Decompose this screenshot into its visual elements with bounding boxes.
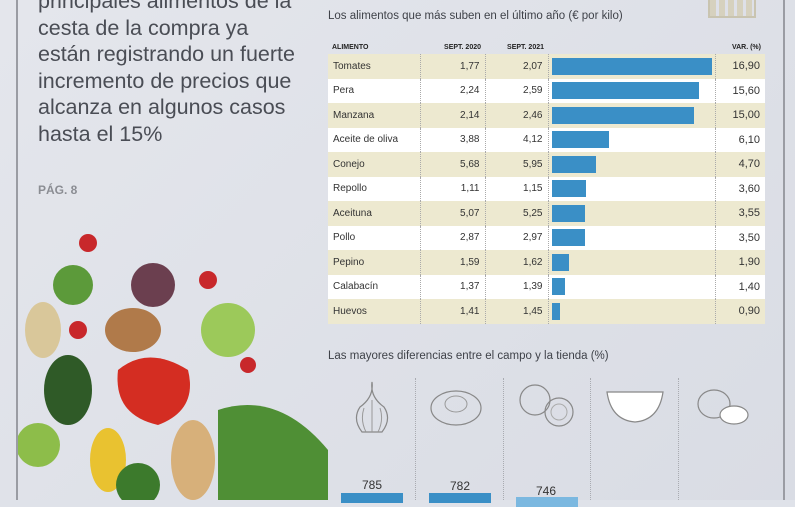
table-title: Los alimentos que más suben en el último… <box>328 10 623 22</box>
variation-value: 6,10 <box>715 127 765 152</box>
price-2020: 1,37 <box>420 274 486 299</box>
variation-value: 3,50 <box>715 225 765 250</box>
price-2020: 2,24 <box>420 78 486 103</box>
column-divider <box>503 378 504 500</box>
variation-value: 0,90 <box>715 299 765 324</box>
bar-peach <box>429 493 491 503</box>
food-name: Pepino <box>328 250 421 275</box>
variation-bar <box>551 204 586 222</box>
chart2-title: Las mayores diferencias entre el campo y… <box>328 350 609 362</box>
price-2020: 5,07 <box>420 201 486 226</box>
variation-bar <box>551 278 565 296</box>
column-divider <box>590 378 591 500</box>
value-label-peach: 782 <box>449 479 471 493</box>
price-2020: 5,68 <box>420 152 486 177</box>
page-reference: PÁG. 8 <box>38 183 78 197</box>
variation-bar <box>551 82 700 100</box>
col-header-var: VAR. (%) <box>731 43 761 51</box>
table-row: Aceite de oliva 3,88 4,12 6,10 <box>328 127 765 152</box>
variation-value: 16,90 <box>715 54 765 79</box>
variation-bar <box>551 253 570 271</box>
price-2021: 5,95 <box>485 152 549 177</box>
lead-text: principales alimentos de la cesta de la … <box>38 0 295 146</box>
variation-value: 15,00 <box>715 103 765 128</box>
table-row: Manzana 2,14 2,46 15,00 <box>328 103 765 128</box>
basket-icon <box>708 0 756 18</box>
col-header-2020: SEPT. 2020 <box>444 43 481 51</box>
price-2021: 5,25 <box>485 201 549 226</box>
variation-value: 15,60 <box>715 78 765 103</box>
variation-value: 4,70 <box>715 152 765 177</box>
variation-bar <box>551 106 694 124</box>
table-row: Repollo 1,11 1,15 3,60 <box>328 176 765 201</box>
bar-onion <box>516 497 578 507</box>
price-2021: 4,12 <box>485 127 549 152</box>
variation-bar <box>551 155 596 173</box>
table-row: Calabacín 1,37 1,39 1,40 <box>328 274 765 299</box>
watermelon-icon <box>606 391 664 423</box>
table-row: Huevos 1,41 1,45 0,90 <box>328 299 765 324</box>
price-2021: 2,07 <box>485 54 549 79</box>
right-rule <box>783 0 785 500</box>
left-rule <box>16 0 18 500</box>
food-name: Tomates <box>328 54 421 79</box>
column-divider <box>415 378 416 500</box>
table-row: Tomates 1,77 2,07 16,90 <box>328 54 765 79</box>
price-2020: 1,77 <box>420 54 486 79</box>
price-2020: 2,87 <box>420 225 486 250</box>
onion-icon <box>519 384 574 427</box>
variation-bar <box>551 180 586 198</box>
peach-icon <box>430 390 482 426</box>
value-label-garlic: 785 <box>361 478 383 492</box>
price-2020: 1,41 <box>420 299 486 324</box>
food-name: Aceituna <box>328 201 421 226</box>
food-name: Pollo <box>328 225 421 250</box>
variation-value: 1,90 <box>715 250 765 275</box>
food-name: Huevos <box>328 299 421 324</box>
price-2021: 1,15 <box>485 176 549 201</box>
value-label-onion: 746 <box>535 484 557 498</box>
price-2021: 1,39 <box>485 274 549 299</box>
table-row: Conejo 5,68 5,95 4,70 <box>328 152 765 177</box>
column-divider <box>678 378 679 500</box>
price-2021: 2,97 <box>485 225 549 250</box>
variation-bar <box>551 57 712 75</box>
food-name: Pera <box>328 78 421 103</box>
food-name: Aceite de oliva <box>328 127 421 152</box>
price-2021: 1,62 <box>485 250 549 275</box>
col-header-food: ALIMENTO <box>332 43 369 51</box>
price-2021: 2,59 <box>485 78 549 103</box>
table-row: Aceituna 5,07 5,25 3,55 <box>328 201 765 226</box>
variation-value: 1,40 <box>715 274 765 299</box>
variation-bar <box>551 229 585 247</box>
price-table: ALIMENTO SEPT. 2020 SEPT. 2021 VAR. (%) … <box>328 40 765 324</box>
food-name: Manzana <box>328 103 421 128</box>
food-name: Repollo <box>328 176 421 201</box>
table-row: Pepino 1,59 1,62 1,90 <box>328 250 765 275</box>
price-2021: 1,45 <box>485 299 549 324</box>
vegetables-photo <box>18 234 328 500</box>
food-name: Conejo <box>328 152 421 177</box>
table-row: Pera 2,24 2,59 15,60 <box>328 78 765 103</box>
price-2020: 1,59 <box>420 250 486 275</box>
bar-garlic <box>341 493 403 503</box>
potato-icon <box>697 389 749 425</box>
price-2021: 2,46 <box>485 103 549 128</box>
garlic-icon <box>355 381 389 433</box>
variation-bar <box>551 302 561 320</box>
variation-bar <box>551 131 610 149</box>
variation-value: 3,55 <box>715 201 765 226</box>
table-row: Pollo 2,87 2,97 3,50 <box>328 225 765 250</box>
price-2020: 3,88 <box>420 127 486 152</box>
price-2020: 2,14 <box>420 103 486 128</box>
food-name: Calabacín <box>328 274 421 299</box>
price-2020: 1,11 <box>420 176 486 201</box>
col-header-2021: SEPT. 2021 <box>507 43 544 51</box>
variation-value: 3,60 <box>715 176 765 201</box>
